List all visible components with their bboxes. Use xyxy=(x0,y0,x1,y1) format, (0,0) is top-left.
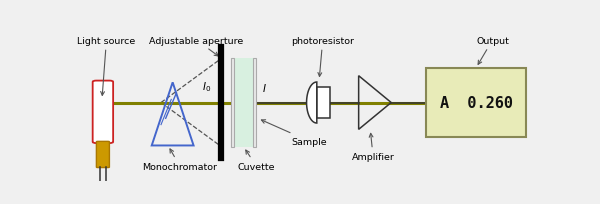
Text: $I$: $I$ xyxy=(262,82,267,94)
Text: Amplifier: Amplifier xyxy=(352,134,395,162)
Text: A  0.260: A 0.260 xyxy=(440,95,512,111)
Text: photoresistor: photoresistor xyxy=(291,36,354,77)
FancyBboxPatch shape xyxy=(92,81,113,143)
FancyBboxPatch shape xyxy=(97,142,109,168)
Bar xyxy=(426,69,526,137)
Bar xyxy=(253,59,256,147)
Text: Sample: Sample xyxy=(262,120,327,146)
Polygon shape xyxy=(307,83,317,123)
Text: Monochromator: Monochromator xyxy=(142,149,217,171)
Bar xyxy=(231,59,235,147)
Text: Output: Output xyxy=(476,36,509,65)
Text: Cuvette: Cuvette xyxy=(238,150,275,171)
Bar xyxy=(231,59,256,147)
Bar xyxy=(317,87,330,119)
Text: Adjustable aperture: Adjustable aperture xyxy=(149,36,244,57)
Text: $I_0$: $I_0$ xyxy=(202,80,211,94)
Text: Light source: Light source xyxy=(77,36,136,96)
